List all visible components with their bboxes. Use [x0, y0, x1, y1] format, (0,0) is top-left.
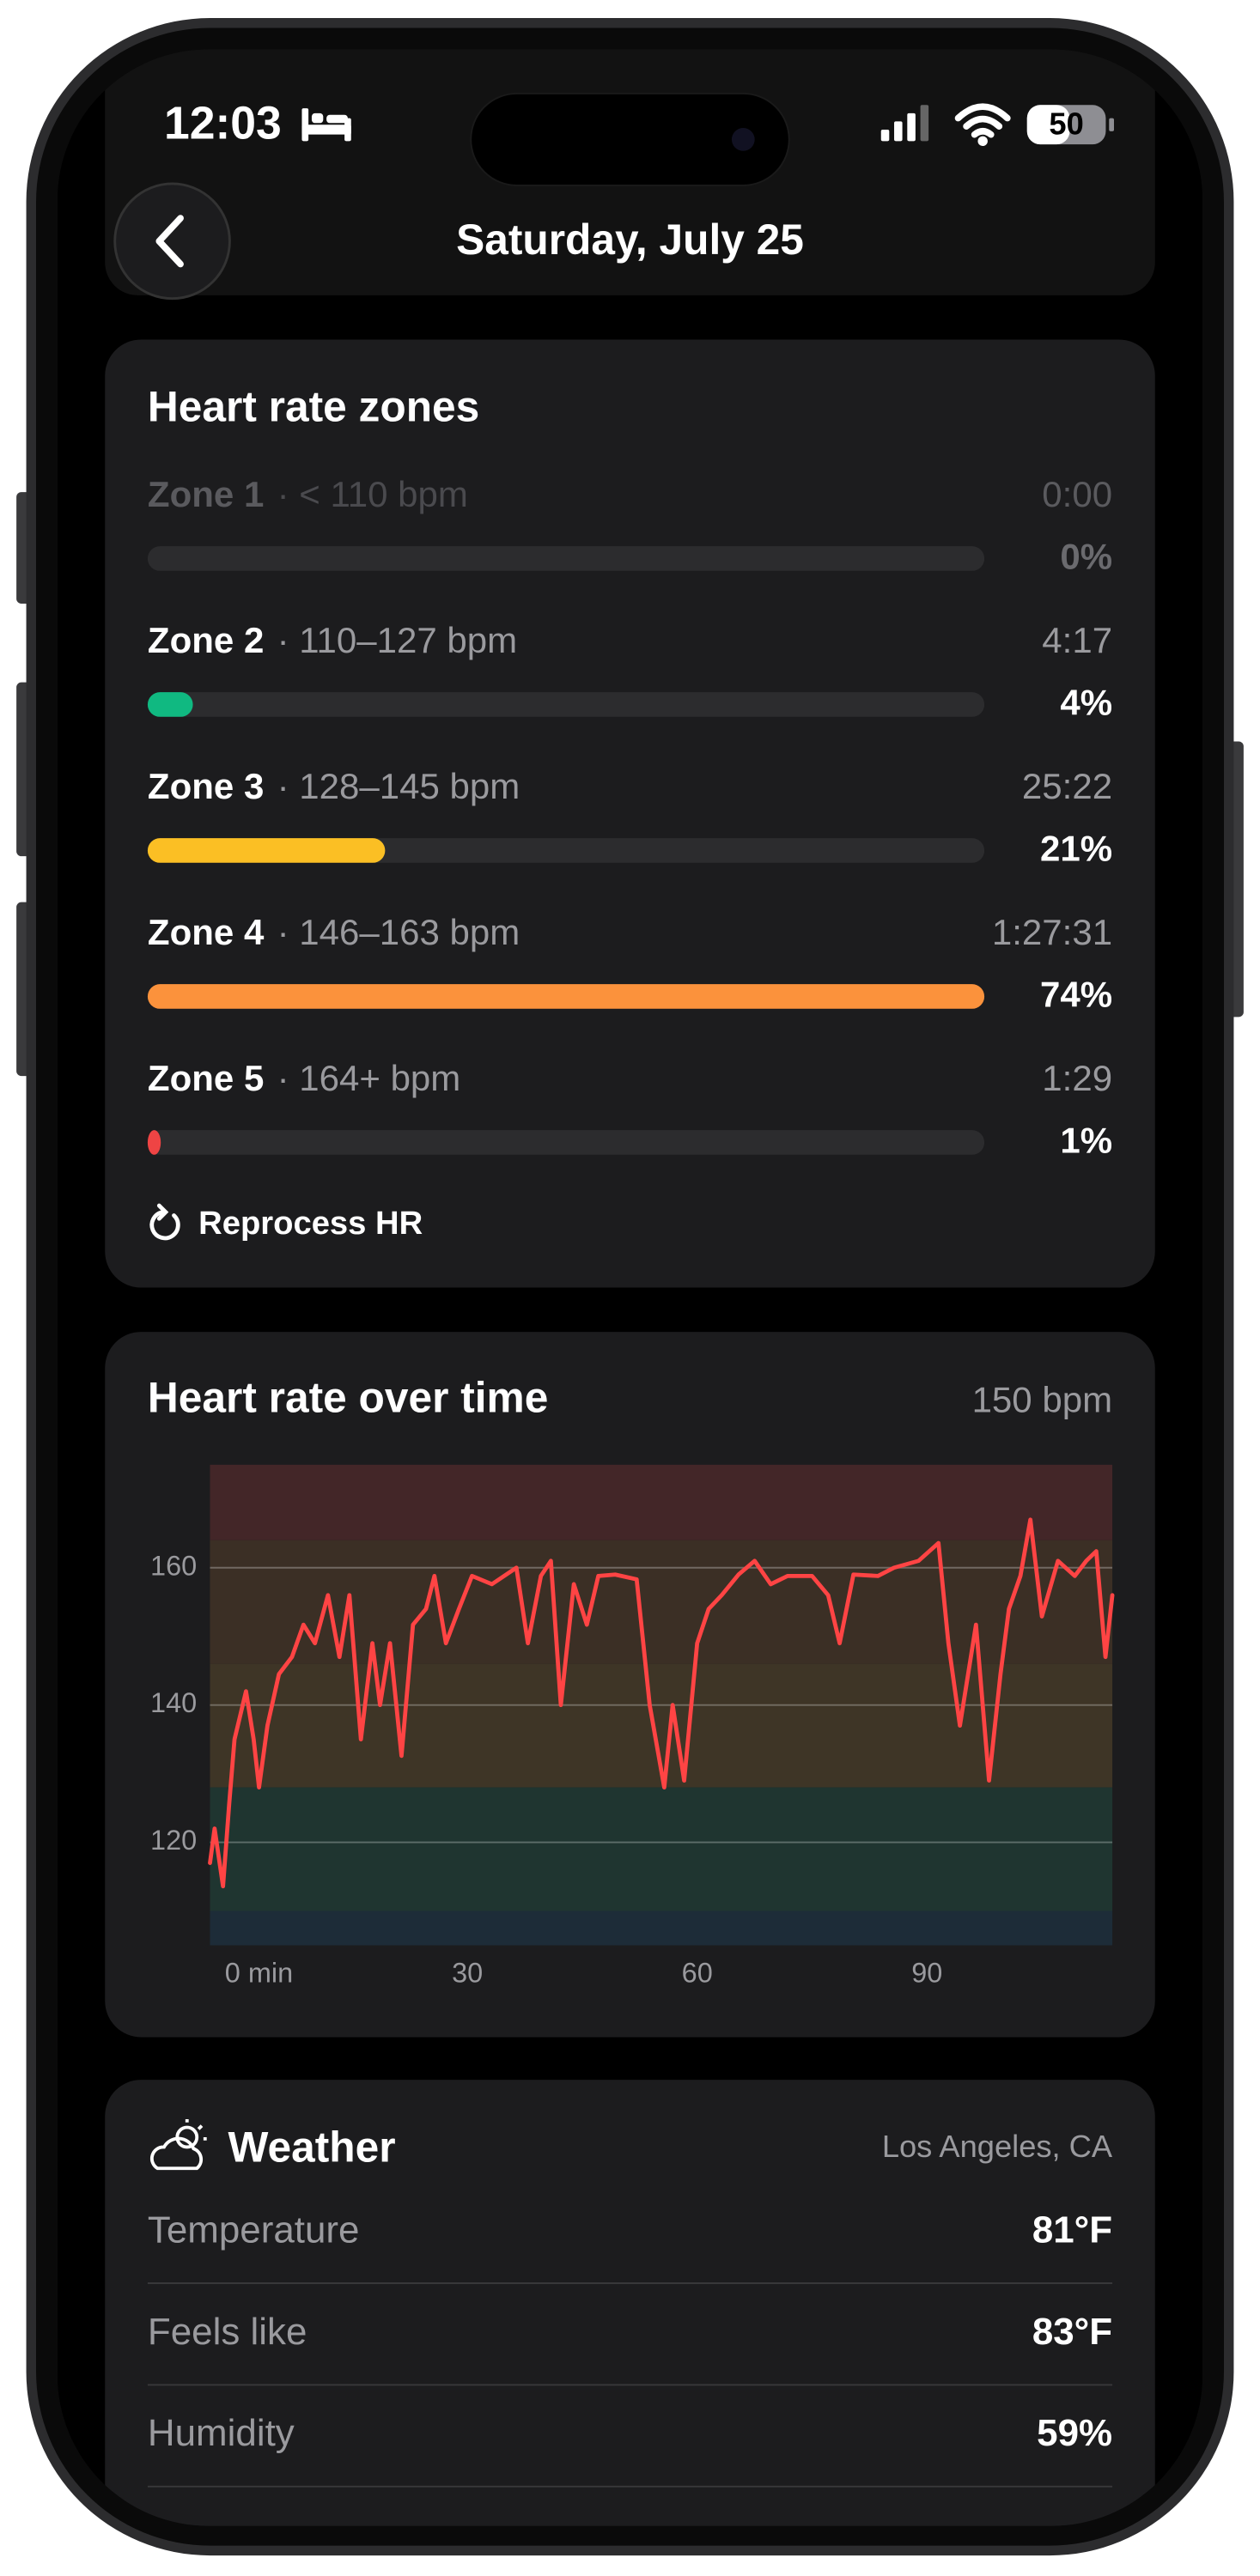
zone-bar: [147, 692, 193, 717]
zone-time: 25:22: [1022, 766, 1112, 806]
zone-name: Zone 3: [148, 766, 264, 806]
zone-label: Zone 1 · < 110 bpm: [148, 474, 468, 514]
battery-tip: [1109, 118, 1114, 131]
zone-range: · 128–145 bpm: [277, 766, 520, 806]
zone-percent: 4%: [1060, 683, 1112, 723]
weather-value: 81°F: [1032, 2208, 1112, 2251]
zone-bar: [147, 1130, 161, 1155]
zone-label: Zone 5 · 164+ bpm: [148, 1058, 460, 1098]
zone-range: · 110–127 bpm: [277, 620, 518, 660]
weather-value: 59%: [1037, 2412, 1112, 2454]
zone-label: Zone 2 · 110–127 bpm: [148, 620, 517, 660]
back-chevron: [155, 215, 184, 268]
zone-time: 1:29: [1042, 1058, 1112, 1098]
zone-time: 0:00: [1042, 474, 1112, 514]
zone-band: [210, 1540, 1113, 1664]
dynamic-island: [470, 92, 790, 186]
zone-label: Zone 3 · 128–145 bpm: [148, 766, 520, 806]
x-tick-label: 90: [911, 1957, 942, 1988]
zone-time: 1:27:31: [992, 912, 1112, 952]
heart-rate-line: [208, 1517, 1115, 1889]
zone-percent: 74%: [1040, 975, 1112, 1015]
zone-name: Zone 4: [148, 912, 265, 952]
zone-range: · < 110 bpm: [277, 474, 468, 514]
weather-location: Los Angeles, CA: [882, 2129, 1113, 2164]
zone-percent: 21%: [1040, 829, 1112, 869]
zone-bar: [147, 838, 386, 863]
battery-level: [1026, 105, 1070, 145]
zone-label: Zone 4 · 146–163 bpm: [148, 912, 520, 952]
zone-name: Zone 1: [148, 474, 264, 514]
zones-card: [105, 339, 1155, 1288]
wifi-icon: [954, 103, 1011, 138]
zone-range: · 164+ bpm: [277, 1058, 461, 1098]
reprocess-label: Reprocess HR: [198, 1205, 423, 1242]
x-tick-label: 0 min: [225, 1957, 293, 1988]
zone-band: [210, 1911, 1113, 1946]
y-tick-label: 160: [150, 1550, 197, 1581]
zone-name: Zone 2: [148, 620, 264, 660]
signal-icon: [880, 105, 929, 142]
header-title: Saturday, July 25: [456, 216, 804, 264]
zone-track: [147, 1130, 985, 1155]
zone-percent: 1%: [1060, 1121, 1112, 1161]
zone-track: [147, 546, 985, 571]
zones-list: Zone 1 · < 110 bpm 0:00 0% Zone 2 · 110–127 b…: [147, 474, 1112, 1161]
zone-bar: [147, 984, 985, 1009]
zone-time: 4:17: [1042, 620, 1112, 660]
weather-value: 83°F: [1032, 2311, 1112, 2353]
y-tick-label: 140: [150, 1687, 197, 1718]
chart: 120 140 160 0 min 30 60 90: [150, 1464, 1115, 1988]
weather-label: Humidity: [148, 2412, 295, 2454]
weather-title: Weather: [228, 2123, 396, 2171]
camera: [731, 128, 755, 151]
weather-rows: Temperature 81°F Feels like 83°F Humidity 59%: [147, 2208, 1113, 2488]
sleep-icon: [301, 108, 351, 142]
battery-label: 50: [1049, 106, 1083, 142]
wifi-dot: [977, 136, 988, 147]
weather-label: Temperature: [148, 2208, 360, 2251]
status-time: 12:03: [164, 98, 282, 149]
y-tick-label: 120: [150, 1825, 197, 1856]
zone-band: [210, 1464, 1113, 1540]
chart-title: Heart rate over time: [148, 1373, 548, 1421]
zone-range: · 146–163 bpm: [277, 912, 520, 952]
zone-track: [147, 692, 985, 717]
zone-name: Zone 5: [148, 1058, 264, 1098]
reprocess-button[interactable]: Reprocess HR: [149, 1203, 423, 1242]
zone-band: [210, 1787, 1113, 1911]
back-button[interactable]: [113, 182, 231, 301]
weather-icon: [149, 2118, 207, 2171]
weather-label: Feels like: [148, 2311, 307, 2353]
x-tick-label: 60: [682, 1957, 713, 1988]
zones-title: Heart rate zones: [148, 383, 479, 431]
x-tick-label: 30: [452, 1957, 483, 1988]
zone-percent: 0%: [1060, 537, 1112, 577]
screen: 12:03 50 Saturday, July 25 Heart rate zo…: [57, 49, 1203, 2526]
chart-subtitle: 150 bpm: [972, 1379, 1113, 1419]
